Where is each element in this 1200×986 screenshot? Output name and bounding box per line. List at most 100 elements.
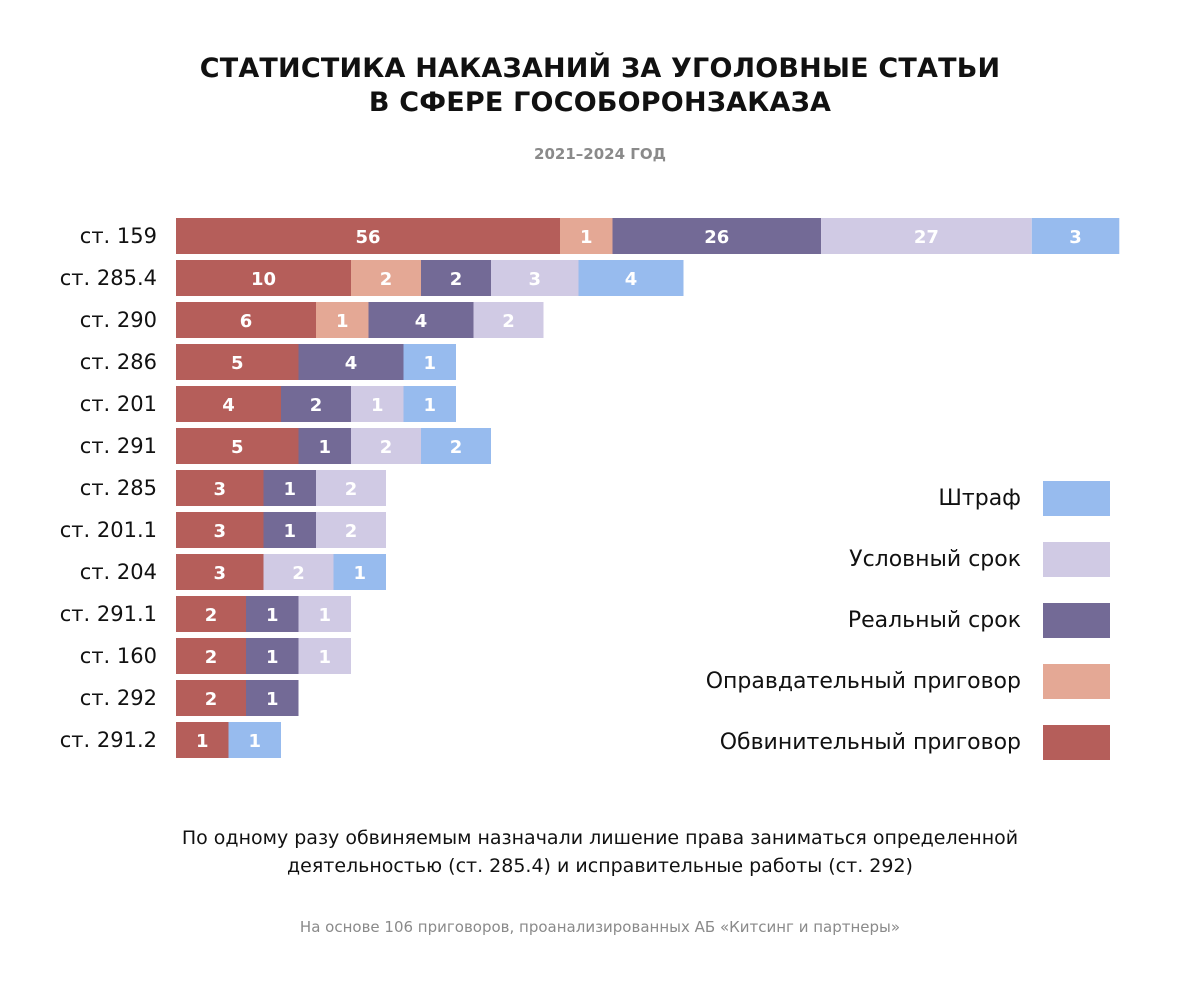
bar-row: ст. 286 5 4 1	[80, 344, 456, 380]
bar-segment	[351, 260, 421, 296]
data-label: 27	[914, 227, 939, 248]
category-label: ст. 285.4	[60, 266, 157, 290]
legend-swatch-real-term	[1043, 602, 1110, 638]
data-label: 2	[205, 689, 218, 710]
category-label: ст. 160	[80, 644, 157, 668]
data-label: 1	[196, 731, 209, 752]
chart-subtitle: 2021–2024 ГОД	[534, 145, 666, 163]
bar-segment	[612, 218, 822, 254]
footnote-line-1: По одному разу обвиняемым назначали лише…	[181, 827, 1019, 849]
data-label: 3	[528, 269, 541, 290]
legend-item: Обвинительный приговор	[706, 724, 1110, 760]
data-label: 3	[213, 563, 226, 584]
data-label: 4	[625, 269, 638, 290]
bar-segment	[263, 512, 316, 548]
data-label: 5	[231, 437, 244, 458]
bar-segment	[263, 554, 334, 590]
bar-segment	[1031, 218, 1120, 254]
data-label: 1	[283, 521, 296, 542]
data-label: 1	[423, 353, 436, 374]
category-label: ст. 291.2	[60, 728, 157, 752]
legend-swatch-conviction	[1043, 724, 1110, 760]
bar-segment	[351, 386, 404, 422]
stacked-bar-chart: ст. 159 56 1 26 27 3ст. 285.4 10 2 2 3 4ст. 290 6 1 4…	[60, 218, 1120, 758]
data-label: 2	[450, 437, 463, 458]
bar-row: ст. 285 3 1 2	[80, 470, 386, 506]
data-label: 26	[704, 227, 729, 248]
data-label: 2	[380, 437, 393, 458]
bar-segment	[560, 218, 613, 254]
bar-segment	[298, 428, 351, 464]
bar-segment	[298, 596, 351, 632]
bar-segment	[421, 260, 491, 296]
legend-label: Обвинительный приговор	[719, 729, 1021, 755]
bar-segment	[491, 260, 579, 296]
bar-segment	[298, 344, 404, 380]
category-label: ст. 286	[80, 350, 157, 374]
chart-title: СТАТИСТИКА НАКАЗАНИЙ ЗА УГОЛОВНЫЕ СТАТЬИ…	[0, 52, 1200, 120]
bar-row: ст. 291 5 1 2 2	[80, 428, 491, 464]
legend-swatch-fine	[1043, 480, 1110, 516]
bar-row: ст. 204 3 2 1	[80, 554, 386, 590]
title-line-2: В СФЕРЕ ГОСОБОРОНЗАКАЗА	[368, 87, 832, 118]
bar-segment	[246, 596, 299, 632]
bar-segment	[281, 386, 351, 422]
data-label: 1	[371, 395, 384, 416]
data-label: 2	[450, 269, 463, 290]
bar-segment	[246, 680, 299, 716]
bar-row: ст. 291.2 1 1	[60, 722, 281, 758]
data-label: 3	[213, 521, 226, 542]
category-label: ст. 291	[80, 434, 157, 458]
bar-segment	[298, 638, 351, 674]
data-label: 1	[283, 479, 296, 500]
bar-row: ст. 159 56 1 26 27 3	[80, 218, 1120, 254]
category-label: ст. 204	[80, 560, 157, 584]
data-label: 10	[251, 269, 276, 290]
legend-label: Условный срок	[849, 546, 1021, 572]
data-label: 2	[345, 521, 358, 542]
bar-segment	[176, 428, 299, 464]
legend-swatch-acquittal	[1043, 663, 1110, 699]
category-label: ст. 291.1	[60, 602, 157, 626]
bar-segment	[176, 722, 229, 758]
bar-segment	[316, 470, 386, 506]
bar-row: ст. 201.1 3 1 2	[60, 512, 386, 548]
data-label: 1	[266, 647, 279, 668]
bar-row: ст. 291.1 2 1 1	[60, 596, 351, 632]
data-label: 1	[318, 437, 331, 458]
data-label: 1	[580, 227, 593, 248]
data-label: 3	[213, 479, 226, 500]
data-label: 56	[355, 227, 380, 248]
bar-row: ст. 201 4 2 1 1	[80, 386, 456, 422]
data-label: 1	[423, 395, 436, 416]
bar-segment	[176, 554, 264, 590]
data-label: 1	[318, 647, 331, 668]
bar-segment	[821, 218, 1032, 254]
data-label: 2	[205, 605, 218, 626]
bar-segment	[368, 302, 474, 338]
bar-segment	[176, 218, 560, 254]
legend-item: Штраф	[706, 480, 1110, 516]
bar-segment	[176, 344, 299, 380]
bar-segment	[421, 428, 491, 464]
category-label: ст. 285	[80, 476, 157, 500]
bar-row: ст. 292 2 1	[80, 680, 299, 716]
bar-segment	[578, 260, 684, 296]
data-label: 2	[345, 479, 358, 500]
data-label: 4	[415, 311, 428, 332]
bar-segment	[176, 470, 264, 506]
bar-segment	[333, 554, 386, 590]
data-label: 3	[1069, 227, 1082, 248]
bar-segment	[176, 638, 246, 674]
legend-label: Штраф	[938, 485, 1021, 511]
category-label: ст. 159	[80, 224, 157, 248]
data-label: 1	[353, 563, 366, 584]
data-label: 5	[231, 353, 244, 374]
bar-segment	[176, 512, 264, 548]
bar-segment	[403, 344, 456, 380]
legend-item: Оправдательный приговор	[706, 663, 1110, 699]
category-label: ст. 292	[80, 686, 157, 710]
bar-segment	[176, 386, 281, 422]
bar-segment	[351, 428, 421, 464]
bar-segment	[316, 512, 386, 548]
